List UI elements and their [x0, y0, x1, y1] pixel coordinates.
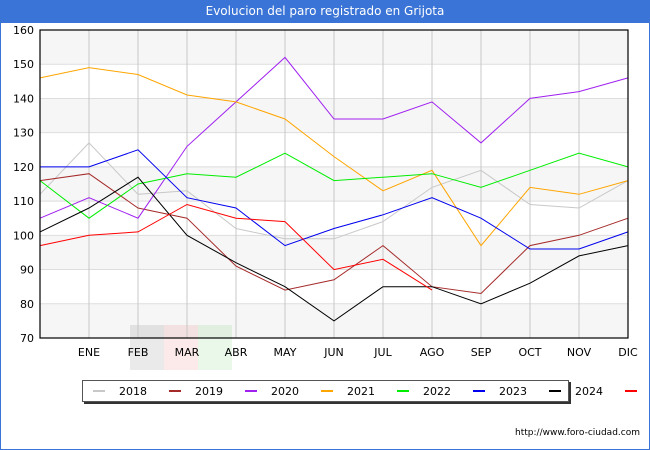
x-tick-label: SEP	[471, 346, 492, 359]
plot-border	[39, 29, 629, 339]
series-line-2018	[39, 142, 629, 240]
y-tick-label: 70	[20, 332, 34, 345]
x-tick-label: OCT	[518, 346, 541, 359]
series-line-2023	[40, 149, 629, 250]
x-tick-label: JUN	[323, 346, 344, 359]
x-axis-ticks: ENE FEB MAR ABR MAY JUN JUL AGO SEP OCT NOV DIC	[78, 346, 638, 359]
legend-label: 2019	[195, 384, 223, 398]
x-tick-label: JUL	[373, 346, 392, 359]
series-line-2019	[39, 173, 629, 295]
y-tick-label: 110	[13, 195, 34, 208]
legend-item-2018: 2018	[93, 385, 159, 398]
y-tick-label: 160	[13, 24, 34, 37]
legend-item-2023: 2023	[473, 385, 539, 398]
legend-label: 2021	[347, 384, 375, 398]
chart-legend: 20182019202020212022202320242025	[82, 380, 637, 402]
x-tick-label: DIC	[618, 346, 638, 359]
series-line-2025	[39, 203, 433, 291]
x-tick-label: MAY	[274, 346, 297, 359]
legend-swatch	[93, 390, 105, 392]
legend-swatch	[245, 390, 257, 392]
legend-label: 2020	[271, 384, 299, 398]
legend-item-2020: 2020	[245, 385, 311, 398]
x-tick-label: ABR	[225, 346, 248, 359]
series-line-2022	[39, 152, 629, 219]
series-line-2024	[39, 176, 629, 322]
legend-item-2024: 2024	[549, 385, 615, 398]
y-tick-label: 90	[20, 264, 34, 277]
series-line-2020	[39, 56, 629, 219]
y-tick-label: 100	[13, 229, 34, 242]
y-tick-label: 130	[13, 127, 34, 140]
series-line-2021	[39, 67, 629, 247]
legend-item-2019: 2019	[169, 385, 235, 398]
y-tick-label: 120	[13, 161, 34, 174]
x-tick-label: FEB	[128, 346, 149, 359]
y-tick-label: 80	[20, 298, 34, 311]
series-lines	[39, 56, 629, 322]
y-tick-label: 150	[13, 58, 34, 71]
x-tick-label: NOV	[567, 346, 592, 359]
legend-label: 2023	[499, 384, 527, 398]
legend-label: 2024	[575, 384, 603, 398]
watermark-flag	[130, 325, 232, 370]
legend-item-2021: 2021	[321, 385, 387, 398]
legend-item-2022: 2022	[397, 385, 463, 398]
x-tick-label: ENE	[78, 346, 100, 359]
legend-swatch	[549, 390, 561, 392]
legend-swatch	[625, 390, 637, 392]
legend-swatch	[321, 390, 333, 392]
y-tick-label: 140	[13, 92, 34, 105]
x-tick-label: MAR	[175, 346, 200, 359]
legend-swatch	[473, 390, 485, 392]
y-axis-ticks: 70 80 90 100 110 120 130 140 150 160	[13, 24, 34, 345]
legend-label: 2022	[423, 384, 451, 398]
x-tick-label: AGO	[420, 346, 445, 359]
legend-swatch	[397, 390, 409, 392]
chart-title: Evolucion del paro registrado en Grijota	[0, 0, 650, 23]
legend-item-2025: 2025	[625, 385, 650, 398]
source-url: http://www.foro-ciudad.com	[515, 428, 640, 438]
legend-label: 2018	[119, 384, 147, 398]
legend-swatch	[169, 390, 181, 392]
